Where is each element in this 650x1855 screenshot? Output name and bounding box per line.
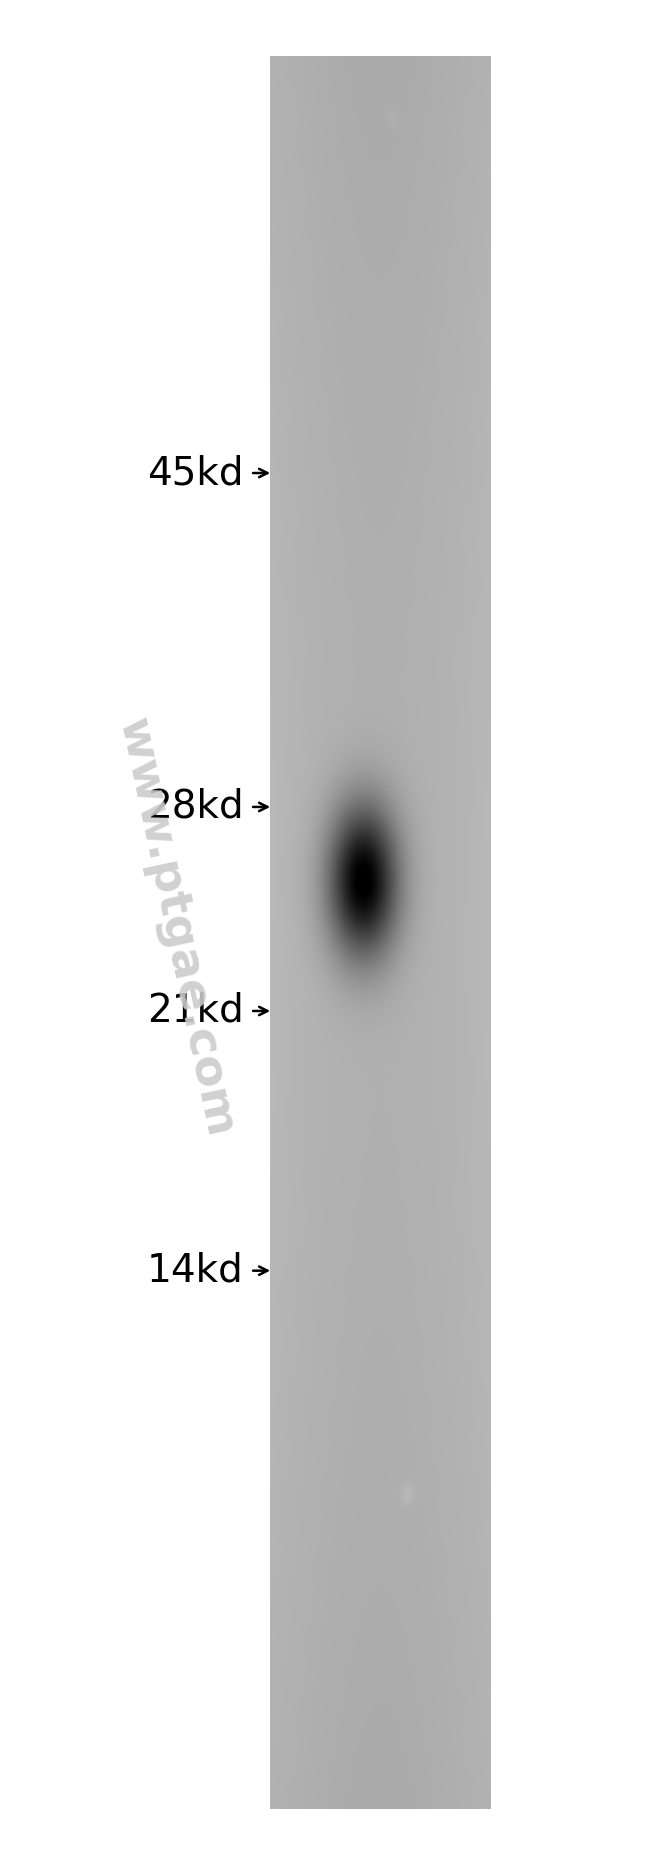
Text: 14kd: 14kd — [147, 1252, 244, 1289]
Text: 28kd: 28kd — [147, 788, 244, 825]
Text: 21kd: 21kd — [147, 992, 244, 1030]
Text: 45kd: 45kd — [148, 454, 244, 492]
Text: www.ptgae.com: www.ptgae.com — [109, 714, 242, 1141]
